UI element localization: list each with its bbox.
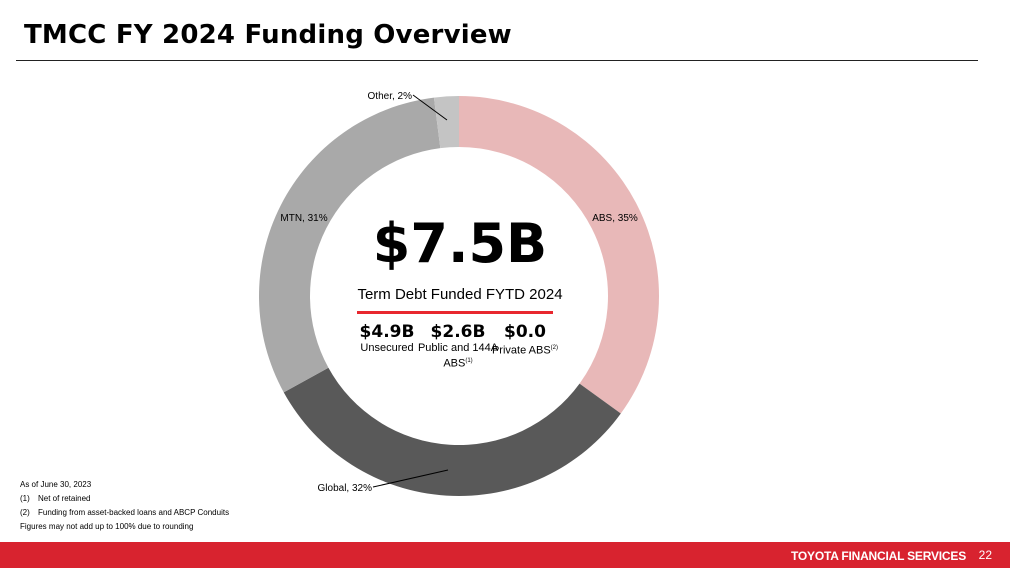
breakdown-label-text: Public and 144A ABS xyxy=(417,342,499,370)
slice-label-global: Global, 32% xyxy=(318,483,373,494)
page-number: 22 xyxy=(978,548,992,562)
footnote-number: (2) xyxy=(20,508,30,517)
breakdown-value: $4.9B xyxy=(359,322,415,342)
footnote-1: (1) Net of retained xyxy=(20,494,90,503)
donut-slice-global xyxy=(283,367,621,496)
total-funded-caption: Term Debt Funded FYTD 2024 xyxy=(357,286,563,303)
footnote-text: Funding from asset-backed loans and ABCP… xyxy=(38,508,230,517)
as-of-date: As of June 30, 2023 xyxy=(20,480,92,489)
footnote-ref: (2) xyxy=(550,345,559,351)
slice-label-mtn: MTN, 31% xyxy=(280,213,327,224)
breakdown-unsecured: $4.9B Unsecured xyxy=(342,322,432,355)
breakdown-label-text: Private ABS xyxy=(491,344,551,357)
footnote-number: (1) xyxy=(20,494,30,503)
breakdown-value: $2.6B xyxy=(430,322,486,342)
footnote-2: (2) Funding from asset-backed loans and A… xyxy=(20,508,229,517)
leader-line-other xyxy=(412,94,448,121)
funding-donut-chart: ABS, 35% Global, 32% MTN, 31% Other, 2% xyxy=(259,91,659,496)
rounding-disclaimer: Figures may not add up to 100% due to ro… xyxy=(20,522,194,531)
breakdown-label: Private ABS(2) xyxy=(480,342,570,358)
breakdown-label: Unsecured xyxy=(360,342,414,354)
breakdown-label: Public and 144A ABS(1) xyxy=(413,342,503,371)
footer-bar: TOYOTA FINANCIAL SERVICES 22 xyxy=(0,542,1010,568)
breakdown-public-abs: $2.6B Public and 144A ABS(1) xyxy=(413,322,503,371)
page-title: TMCC FY 2024 Funding Overview xyxy=(24,20,512,50)
slice-label-abs: ABS, 35% xyxy=(592,213,638,224)
footnote-ref: (1) xyxy=(465,358,473,364)
donut-slice-mtn xyxy=(259,97,441,393)
leader-line-global xyxy=(372,469,449,488)
donut-slice-abs xyxy=(459,96,659,414)
donut-slice-other xyxy=(433,96,459,149)
footer-brand: TOYOTA FINANCIAL SERVICES xyxy=(790,549,966,563)
caption-underline xyxy=(357,311,553,314)
breakdown-value: $0.0 xyxy=(504,322,546,342)
title-divider xyxy=(16,60,978,61)
total-funded-amount: $7.5B xyxy=(372,212,548,275)
breakdown-private-abs: $0.0 Private ABS(2) xyxy=(480,322,570,358)
footnote-text: Net of retained xyxy=(38,494,91,503)
slice-label-other: Other, 2% xyxy=(368,91,413,102)
